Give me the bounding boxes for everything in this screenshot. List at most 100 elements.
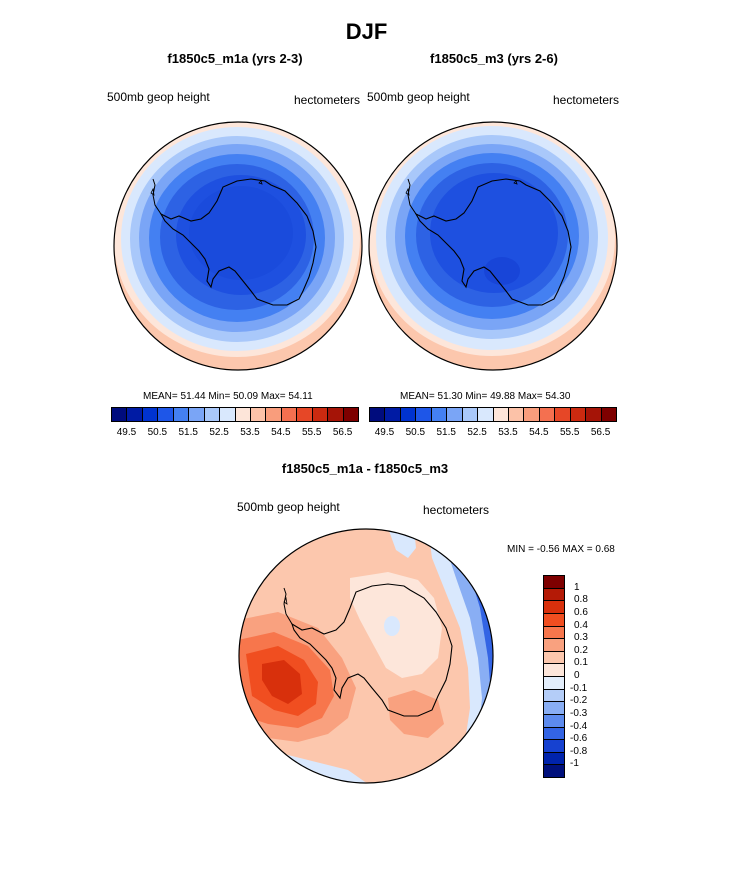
- colorbar-swatch: [543, 638, 565, 652]
- colorbar-swatch: [543, 587, 565, 602]
- min-value: -0.56: [536, 544, 560, 555]
- colorbar-tick-label: 0.6: [574, 606, 588, 618]
- stats-line: MIN = -0.56 MAX = 0.68: [507, 544, 615, 555]
- colorbar-swatch: [543, 751, 565, 766]
- colorbar-tick-label: 50.5: [405, 427, 426, 438]
- colorbar-tick-label: 56.5: [332, 427, 353, 438]
- colorbar-swatch: [543, 688, 565, 703]
- colorbar-tick-label: 56.5: [590, 427, 611, 438]
- colorbar-swatch: [492, 407, 509, 422]
- contour-band: [384, 616, 400, 636]
- panel-title: f1850c5_m1a - f1850c5_m3: [281, 461, 449, 476]
- colorbar-swatch: [461, 407, 479, 422]
- min-label: Min=: [208, 391, 231, 402]
- colorbar-tick-label: 55.5: [301, 427, 322, 438]
- variable-label: 500mb geop height: [367, 90, 470, 104]
- mean-label: MEAN=: [400, 391, 435, 402]
- colorbar-swatch: [234, 407, 251, 422]
- panel-title: f1850c5_m1a (yrs 2-3): [167, 51, 303, 66]
- colorbar-swatch: [111, 407, 128, 422]
- contour-band: [262, 660, 302, 704]
- units-label: hectometers: [553, 93, 620, 107]
- colorbar: [543, 575, 565, 778]
- colorbar-swatch: [543, 612, 565, 627]
- colorbar-tick-label: 53.5: [240, 427, 260, 438]
- max-label: MAX =: [562, 544, 593, 555]
- colorbar-swatch: [507, 407, 525, 422]
- stats-line: MEAN= 51.30 Min= 49.88 Max= 54.30: [400, 391, 570, 402]
- map-border: [368, 121, 618, 371]
- colorbar-tick-label: 0.3: [574, 632, 588, 644]
- peninsula-coastline: [407, 178, 417, 215]
- colorbar-tick-label: 49.5: [116, 427, 137, 438]
- colorbar-ticks: 1 0.8 0.6 0.4 0.3 0.2 0.1 0 -0.1 -0.2 -0.3 -0.4 -0.6…: [570, 575, 610, 777]
- antarctica-coastline: [414, 178, 572, 306]
- colorbar-tick-label: -0.1: [570, 682, 588, 694]
- max-label: Max=: [260, 391, 286, 402]
- map-border: [113, 121, 363, 371]
- colorbar-swatch: [477, 407, 494, 422]
- peninsula-coastline: [152, 178, 162, 215]
- contour-band: [189, 186, 293, 280]
- colorbar-tick-label: -0.3: [570, 707, 588, 719]
- colorbar-tick-label: 54.5: [271, 427, 291, 438]
- colorbar-swatch: [543, 726, 565, 741]
- colorbar-swatch: [543, 600, 565, 614]
- variable-label: 500mb geop height: [107, 90, 210, 104]
- colorbar-swatch: [523, 407, 540, 422]
- contour-band: [239, 762, 308, 783]
- colorbar-swatch: [543, 650, 565, 665]
- antarctica-coastline: [159, 178, 317, 306]
- colorbar-tick-label: 0: [574, 670, 580, 681]
- mean-value: 51.44: [180, 391, 206, 402]
- colorbar: [111, 407, 359, 422]
- colorbar-swatch: [430, 407, 448, 422]
- colorbar-tick-label: 52.5: [209, 427, 229, 438]
- units-label: hectometers: [294, 93, 361, 107]
- colorbar-swatch: [342, 407, 359, 422]
- colorbar-tick-label: 53.5: [498, 427, 518, 438]
- colorbar-swatch: [399, 407, 417, 422]
- colorbar-tick-label: 0.1: [574, 657, 588, 669]
- colorbar-tick-label: -0.2: [570, 695, 588, 707]
- mean-value: 51.30: [437, 391, 463, 402]
- colorbar-tick-label: 52.5: [467, 427, 487, 438]
- colorbar-swatch: [265, 407, 282, 422]
- min-value: 49.88: [490, 391, 516, 402]
- colorbar-ticks: 49.5 50.5 51.5 52.5 53.5 54.5 55.5 56.5: [111, 427, 358, 441]
- colorbar-tick-label: -1: [570, 758, 579, 770]
- polar-map: [368, 121, 618, 371]
- colorbar-swatch: [188, 407, 205, 422]
- max-value: 54.30: [545, 391, 571, 402]
- min-value: 50.09: [233, 391, 259, 402]
- variable-label: 500mb geop height: [237, 500, 340, 514]
- colorbar-tick-label: 55.5: [559, 427, 580, 438]
- colorbar-ticks: 49.5 50.5 51.5 52.5 53.5 54.5 55.5 56.5: [369, 427, 616, 441]
- colorbar-swatch: [543, 625, 565, 640]
- max-value: 0.68: [595, 544, 615, 555]
- map-border: [238, 528, 494, 784]
- colorbar-tick-label: 51.5: [178, 427, 198, 438]
- colorbar: [369, 407, 617, 422]
- stats-line: MEAN= 51.44 Min= 50.09 Max= 54.11: [143, 391, 313, 402]
- colorbar-swatch: [141, 407, 159, 422]
- colorbar-swatch: [569, 407, 587, 422]
- colorbar-swatch: [585, 407, 602, 422]
- colorbar-swatch: [126, 407, 143, 422]
- mean-label: MEAN=: [143, 391, 178, 402]
- colorbar-swatch: [446, 407, 463, 422]
- colorbar-swatch: [600, 407, 617, 422]
- panel-title: f1850c5_m3 (yrs 2-6): [430, 51, 558, 66]
- colorbar-swatch: [219, 407, 236, 422]
- contour-band: [388, 690, 444, 738]
- colorbar-swatch: [384, 407, 401, 422]
- polar-map: [238, 528, 494, 784]
- colorbar-tick-label: 0.8: [574, 594, 588, 606]
- colorbar-tick-label: -0.8: [570, 745, 588, 757]
- colorbar-swatch: [543, 739, 565, 753]
- contour-band: [484, 257, 520, 285]
- peninsula-coastline: [283, 587, 293, 625]
- antarctica-coastline: [291, 583, 453, 717]
- colorbar-swatch: [543, 764, 565, 778]
- max-value: 54.11: [288, 391, 313, 402]
